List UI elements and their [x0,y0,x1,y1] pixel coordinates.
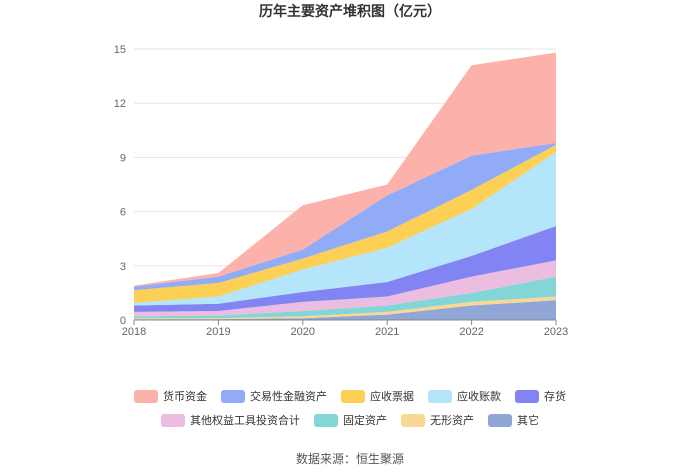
legend-swatch [341,389,365,403]
area-交易性金融资产 [134,142,556,291]
legend-label: 应收票据 [370,391,414,403]
legend-swatch [314,413,338,427]
area-固定资产 [134,276,556,319]
legend-swatch [221,389,245,403]
legend-item[interactable]: 其他权益工具投资合计 [161,412,300,428]
x-tick-label: 2023 [544,326,568,338]
legend-item[interactable]: 无形资产 [401,412,474,428]
legend-item[interactable]: 交易性金融资产 [221,388,327,404]
legend-item[interactable]: 存货 [515,388,566,404]
area-货币资金 [134,52,556,287]
series-areas [134,52,556,320]
y-tick-label: 15 [114,44,126,56]
axes: 2018 2019 2020 2021 2022 2023 0 3 6 9 12 15 [114,44,568,338]
legend-label: 应收账款 [457,391,501,403]
y-tick-label: 6 [120,207,126,219]
y-tick-label: 0 [120,315,126,327]
legend-row: 其他权益工具投资合计 固定资产 无形资产 其它 [0,412,700,428]
legend-item[interactable]: 货币资金 [134,388,207,404]
legend-swatch [428,389,452,403]
legend-label: 其他权益工具投资合计 [190,415,300,427]
area-存货 [134,226,556,312]
x-tick-label: 2018 [122,326,146,338]
area-应收账款 [134,151,556,306]
legend: 货币资金 交易性金融资产 应收票据 应收账款 存货 其他权益工具投资合计 固定资产 无形资产… [0,388,700,436]
area-其他权益工具投资合计 [134,260,556,317]
legend-item[interactable]: 应收票据 [341,388,414,404]
legend-swatch [515,389,539,403]
y-tick-label: 12 [114,98,126,110]
legend-swatch [161,413,185,427]
x-tick-label: 2019 [206,326,230,338]
stacked-area-chart: 历年主要资产堆积图（亿元） 2018 2019 2020 2021 2022 2023 0 3… [114,3,568,338]
legend-label: 固定资产 [343,415,387,427]
x-tick-label: 2021 [375,326,399,338]
legend-row: 货币资金 交易性金融资产 应收票据 应收账款 存货 [0,388,700,404]
legend-swatch [401,413,425,427]
x-tick-label: 2022 [459,326,483,338]
legend-swatch [134,389,158,403]
data-source: 数据来源：恒生聚源 [295,452,404,466]
legend-label: 其它 [517,415,539,427]
legend-item[interactable]: 应收账款 [428,388,501,404]
legend-swatch [488,413,512,427]
legend-item[interactable]: 固定资产 [314,412,387,428]
legend-label: 交易性金融资产 [250,391,327,403]
y-tick-label: 9 [120,152,126,164]
y-tick-label: 3 [120,261,126,273]
legend-item[interactable]: 其它 [488,412,539,428]
area-其它 [134,300,556,320]
area-应收票据 [134,144,556,303]
x-tick-label: 2020 [291,326,315,338]
legend-label: 货币资金 [163,391,207,403]
legend-label: 无形资产 [430,415,474,427]
chart-title: 历年主要资产堆积图（亿元） [259,3,441,19]
area-无形资产 [134,296,556,320]
legend-label: 存货 [544,391,566,403]
